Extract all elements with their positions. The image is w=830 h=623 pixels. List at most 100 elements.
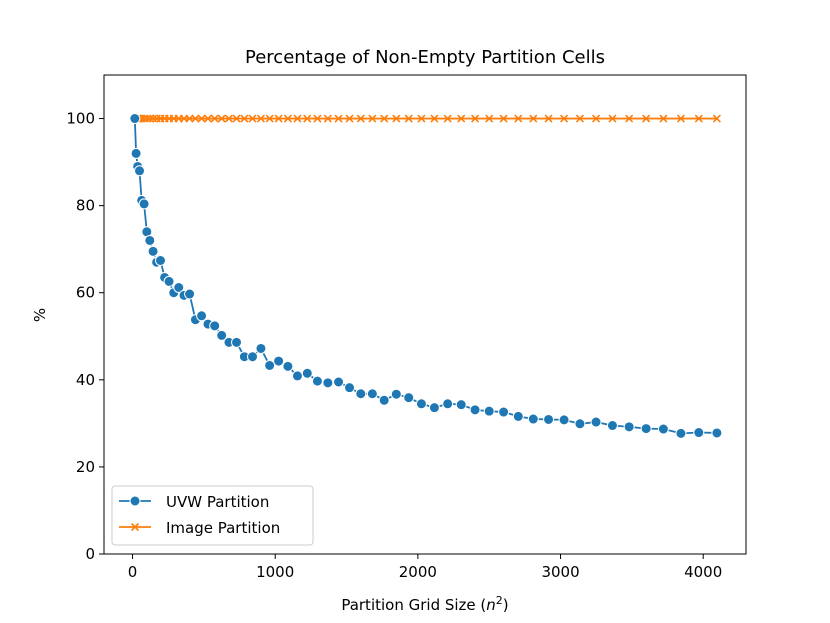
data-point-uvw-partition [606, 420, 618, 432]
data-point-uvw-partition [455, 399, 467, 411]
x-axis-label-sup: 2 [496, 594, 503, 607]
data-point-uvw-partition [255, 342, 267, 354]
data-point-image-partition [560, 114, 569, 123]
data-point-uvw-partition [130, 147, 142, 159]
series-uvw-partition [129, 113, 723, 439]
data-point-uvw-partition [184, 288, 196, 300]
data-point-image-partition-stroke-b [485, 114, 494, 123]
data-point-image-partition [303, 114, 312, 123]
data-point-uvw-partition [264, 359, 276, 371]
data-point-uvw-partition [196, 310, 208, 322]
data-point-image-partition [471, 114, 480, 123]
chart-title: Percentage of Non-Empty Partition Cells [245, 47, 605, 68]
data-point-image-partition-stroke-b [417, 114, 426, 123]
data-point-image-partition-stroke-b [345, 114, 354, 123]
ticks-layer: 0 1000 2000 3000 4000 0 20 40 60 80 100 [66, 110, 722, 581]
data-point-image-partition-stroke-b [392, 114, 401, 123]
data-point-uvw-partition [590, 416, 602, 428]
legend-marker-image-partition-stroke-b [130, 522, 140, 532]
x-tick-label: 3000 [541, 563, 579, 581]
y-tick-label: 80 [76, 197, 95, 215]
data-point-uvw-partition [558, 414, 570, 426]
data-point-image-partition-stroke-b [642, 114, 651, 123]
data-point-image-partition [392, 114, 401, 123]
data-point-uvw-partition [173, 282, 185, 294]
data-point-image-partition [694, 114, 703, 123]
data-point-uvw-partition [134, 165, 146, 177]
data-point-image-partition [642, 114, 651, 123]
data-point-image-partition-stroke-b [560, 114, 569, 123]
data-point-image-partition [345, 114, 354, 123]
data-point-image-partition-stroke-b [499, 114, 508, 123]
data-point-uvw-partition [415, 398, 427, 410]
data-point-uvw-partition [282, 360, 294, 372]
data-point-image-partition-stroke-b [248, 114, 257, 123]
data-point-image-partition [265, 114, 274, 123]
data-point-image-partition-stroke-b [712, 114, 721, 123]
data-point-image-partition-stroke-b [323, 114, 332, 123]
data-point-uvw-partition [144, 234, 156, 246]
data-point-image-partition [529, 114, 538, 123]
data-point-image-partition-stroke-b [575, 114, 585, 123]
data-point-uvw-partition [711, 427, 723, 439]
data-point-image-partition-stroke-b [591, 114, 601, 123]
data-point-uvw-partition [574, 418, 586, 430]
data-point-image-partition [197, 114, 206, 123]
y-tick-label: 20 [76, 458, 95, 476]
data-point-image-partition [323, 114, 332, 123]
data-point-image-partition-stroke-b [191, 114, 200, 123]
data-point-uvw-partition [623, 421, 635, 433]
data-point-image-partition [514, 114, 523, 123]
data-point-uvw-partition [291, 370, 303, 382]
data-point-image-partition-stroke-b [240, 114, 249, 123]
data-point-uvw-partition [675, 427, 687, 439]
x-axis-label-main: Partition Grid Size ( [341, 596, 486, 614]
data-point-uvw-partition [543, 413, 555, 425]
data-point-image-partition [499, 114, 508, 123]
data-point-uvw-partition [693, 427, 705, 439]
data-point-image-partition-stroke-b [659, 114, 668, 123]
data-point-uvw-partition [138, 198, 150, 210]
data-point-image-partition [368, 114, 377, 123]
data-point-image-partition [608, 114, 617, 123]
data-point-uvw-partition [657, 423, 669, 435]
data-point-uvw-partition [469, 404, 481, 416]
data-point-image-partition-stroke-b [471, 114, 480, 123]
data-point-image-partition [240, 114, 249, 123]
x-axis-label-end: ) [503, 596, 509, 614]
data-point-uvw-partition [209, 320, 221, 332]
data-point-image-partition-stroke-b [142, 114, 151, 123]
x-tick-label: 0 [128, 563, 138, 581]
data-point-image-partition [356, 114, 365, 123]
data-point-image-partition-stroke-b [232, 114, 241, 123]
data-point-uvw-partition [378, 394, 390, 406]
data-point-uvw-partition [333, 376, 345, 388]
data-point-image-partition [210, 114, 219, 123]
data-point-image-partition-stroke-b [210, 114, 219, 123]
data-point-image-partition [417, 114, 426, 123]
data-point-uvw-partition [390, 388, 402, 400]
data-point-image-partition [217, 114, 226, 123]
legend-marker-image-partition [130, 522, 140, 532]
data-point-image-partition-stroke-b [203, 114, 213, 123]
data-point-image-partition-stroke-b [356, 114, 365, 123]
data-point-uvw-partition [512, 410, 524, 422]
x-axis-label-var: n [486, 596, 496, 614]
data-point-image-partition-stroke-b [334, 114, 343, 123]
data-point-image-partition-stroke-b [608, 114, 617, 123]
data-point-uvw-partition [147, 245, 159, 257]
data-point-image-partition-stroke-b [274, 114, 283, 123]
data-point-image-partition [313, 114, 322, 123]
data-point-image-partition-stroke-b [185, 114, 194, 123]
data-point-image-partition-stroke-b [217, 114, 226, 123]
data-point-image-partition [274, 114, 283, 123]
series-layer [129, 113, 723, 439]
series-image-partition [130, 114, 721, 123]
x-tick-label: 1000 [256, 563, 294, 581]
data-point-uvw-partition [301, 367, 313, 379]
data-point-uvw-partition [154, 255, 166, 267]
data-point-image-partition-stroke-b [256, 114, 265, 123]
data-point-image-partition [676, 114, 686, 123]
data-point-uvw-partition [163, 275, 175, 287]
